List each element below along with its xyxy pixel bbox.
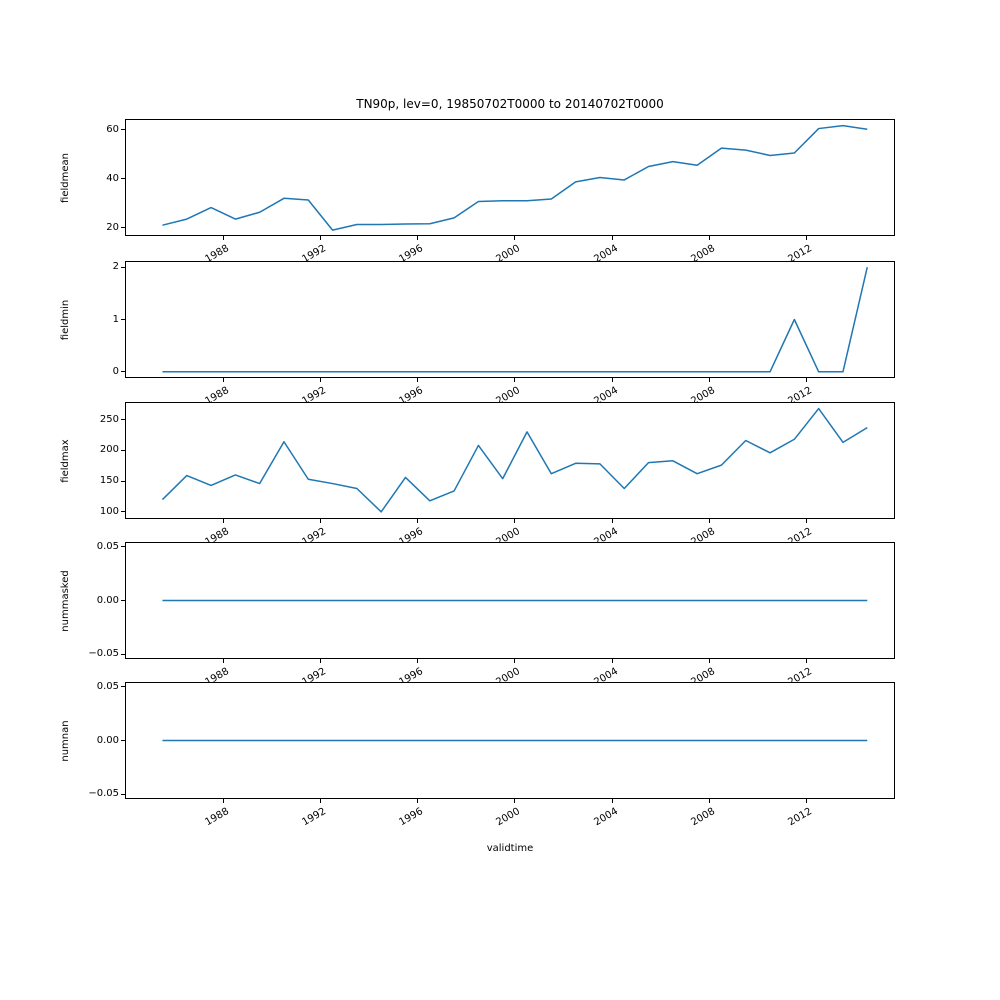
series-fieldmax xyxy=(161,407,868,513)
y-tick-label: 1 xyxy=(112,313,119,325)
y-axis-label-fieldmean: fieldmean xyxy=(60,152,71,203)
x-tick xyxy=(514,378,516,382)
x-tick xyxy=(222,378,224,382)
y-tick-label: 60 xyxy=(106,123,119,135)
x-tick xyxy=(806,378,807,382)
y-tick-label: −0.05 xyxy=(88,788,119,800)
x-tick xyxy=(611,659,613,663)
series-fieldmin xyxy=(162,267,869,373)
x-tick xyxy=(319,236,321,240)
chart-title: TN90p, lev=0, 19850702T0000 to 20140702T… xyxy=(356,97,664,111)
x-tick-label: 1996 xyxy=(397,806,426,829)
y-tick-label: 20 xyxy=(106,221,119,233)
x-tick xyxy=(806,519,807,523)
line-plot-fieldmean xyxy=(162,124,868,231)
y-tick-label: 250 xyxy=(99,413,119,425)
y-tick xyxy=(121,546,125,548)
subplot-axes-nummasked: 1988 1992 1996 2000 2004 2008 2012 0.05 0.00 −0.0… xyxy=(60,541,895,688)
x-tick xyxy=(222,659,224,663)
x-tick xyxy=(514,519,516,523)
line-plot-nummasked xyxy=(162,599,868,602)
x-tick xyxy=(611,236,613,240)
y-tick xyxy=(121,319,125,320)
y-tick xyxy=(121,600,125,601)
x-tick xyxy=(708,236,710,240)
y-tick xyxy=(121,129,125,131)
x-tick xyxy=(222,799,224,803)
x-tick xyxy=(806,236,807,240)
x-tick xyxy=(806,659,807,663)
y-tick-label: −0.05 xyxy=(88,648,119,660)
y-tick xyxy=(121,511,125,513)
y-tick xyxy=(121,793,125,795)
subplot-axes-fieldmin: 1988 1992 1996 2000 2004 2008 2012 0 1 2 fieldmin xyxy=(60,261,895,407)
x-tick xyxy=(806,799,807,803)
y-tick xyxy=(121,449,125,451)
y-tick-label: 0 xyxy=(112,365,119,377)
y-tick-label: 150 xyxy=(99,475,119,487)
x-tick xyxy=(417,378,419,382)
y-tick-label: 0.05 xyxy=(96,540,119,552)
x-tick xyxy=(319,519,321,523)
line-plot-fieldmin xyxy=(162,267,869,373)
y-tick xyxy=(121,178,125,180)
y-tick xyxy=(121,419,125,421)
x-tick xyxy=(514,236,516,240)
x-tick xyxy=(417,659,419,663)
y-tick xyxy=(121,686,125,688)
y-tick xyxy=(121,227,125,229)
y-tick-label: 0.00 xyxy=(96,594,119,606)
x-tick xyxy=(222,519,224,523)
y-tick-label: 100 xyxy=(99,505,119,517)
x-tick-label: 2012 xyxy=(786,806,815,829)
subplot-axes-numnan: 1988 1992 1996 2000 2004 2008 2012 0.05 0.00 −0.0… xyxy=(60,681,895,828)
x-tick xyxy=(611,799,613,803)
y-tick-label: 0.05 xyxy=(96,680,119,692)
subplot-axes-fieldmax: 1988 1992 1996 2000 2004 2008 2012 100 150 200 250… xyxy=(60,402,895,548)
x-tick xyxy=(514,799,516,803)
y-axis-label-fieldmin: fieldmin xyxy=(60,299,71,340)
y-tick-label: 40 xyxy=(106,172,119,184)
x-axis-label: validtime xyxy=(486,843,534,854)
x-tick-label: 1992 xyxy=(300,806,328,829)
x-tick xyxy=(708,659,710,663)
x-tick xyxy=(708,799,710,803)
x-tick xyxy=(708,519,710,523)
x-tick xyxy=(708,378,710,382)
x-tick xyxy=(417,236,419,240)
line-plot-fieldmax xyxy=(161,407,868,513)
x-tick xyxy=(417,519,419,523)
x-tick xyxy=(611,519,613,523)
y-tick xyxy=(121,740,125,741)
y-tick-label: 0.00 xyxy=(96,734,119,746)
y-axis-label-nummasked: nummasked xyxy=(60,569,71,632)
x-tick-label: 1988 xyxy=(203,806,231,829)
y-tick-label: 2 xyxy=(112,261,119,273)
x-tick-label: 2004 xyxy=(592,806,620,829)
x-tick xyxy=(611,378,613,382)
x-tick xyxy=(417,799,419,803)
x-tick-label: 2008 xyxy=(689,806,717,829)
y-tick-label: 200 xyxy=(99,444,119,456)
y-axis-label-numnan: numnan xyxy=(60,719,71,762)
x-tick xyxy=(222,236,224,240)
x-tick-label: 2000 xyxy=(494,806,523,829)
series-fieldmean xyxy=(162,124,868,231)
line-plot-numnan xyxy=(162,739,868,742)
x-tick xyxy=(514,659,516,663)
x-tick xyxy=(319,378,321,382)
x-tick xyxy=(319,659,321,663)
y-tick xyxy=(121,480,125,482)
y-tick xyxy=(121,266,125,268)
subplot-axes-fieldmean: 1988 1992 1996 2000 2004 2008 2012 20 40 60 fieldm… xyxy=(60,119,895,265)
y-tick xyxy=(121,371,125,373)
y-tick xyxy=(121,653,125,655)
y-axis-label-fieldmax: fieldmax xyxy=(60,438,71,483)
x-tick xyxy=(319,799,321,803)
